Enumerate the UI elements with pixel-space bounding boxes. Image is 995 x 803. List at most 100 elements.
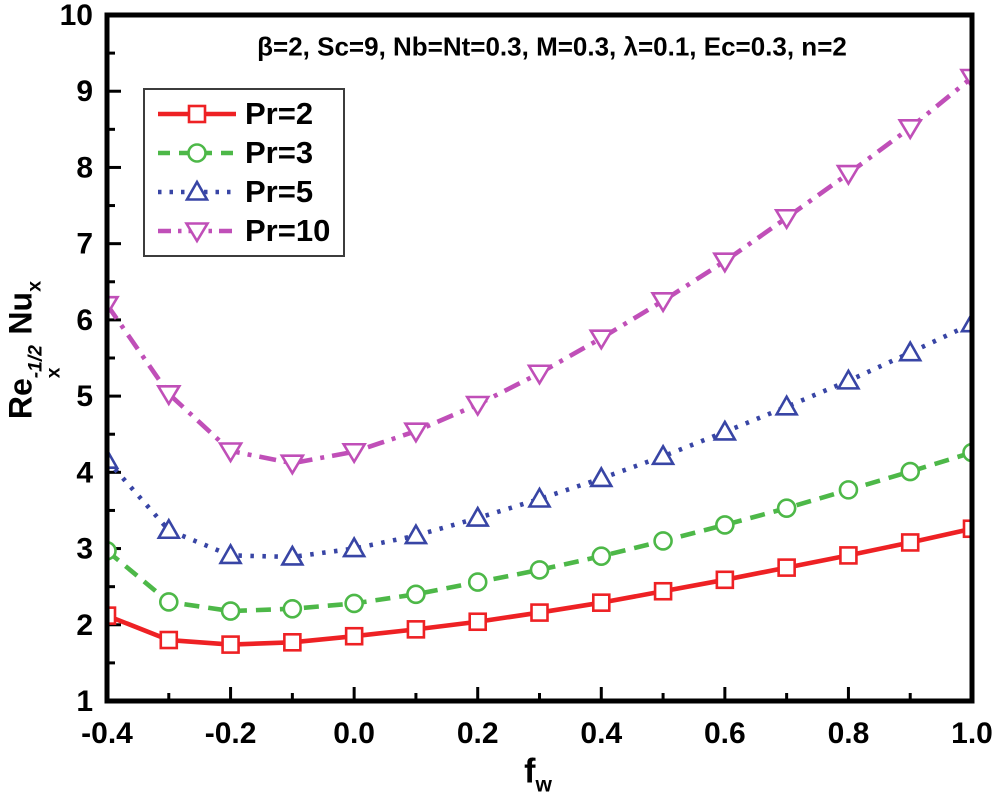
- data-point-marker: [217, 442, 244, 464]
- y-tick-label: 4: [76, 456, 93, 489]
- data-point-marker: [220, 601, 241, 621]
- data-point-marker: [184, 222, 210, 244]
- data-point-marker: [959, 68, 972, 91]
- legend-label: Pr=5: [245, 174, 314, 210]
- legend-label: Pr=2: [245, 95, 314, 131]
- legend-box: Pr=2 Pr=3 Pr=5 Pr=10: [143, 88, 345, 257]
- data-point-marker: [187, 104, 207, 123]
- data-point-marker: [468, 612, 488, 632]
- data-point-marker: [527, 486, 552, 508]
- data-point-marker: [653, 531, 673, 551]
- data-point-marker: [589, 465, 614, 488]
- series-line-Pr-5: [107, 321, 972, 560]
- x-tick-label: -0.4: [81, 717, 133, 750]
- data-point-marker: [712, 419, 738, 441]
- legend-item-Pr-10: Pr=10: [155, 212, 335, 250]
- data-point-marker: [403, 422, 429, 444]
- data-point-marker: [282, 598, 303, 619]
- data-point-marker: [159, 630, 179, 650]
- data-point-marker: [155, 385, 182, 407]
- data-point-marker: [406, 584, 426, 605]
- legend-item-Pr-5: Pr=5: [155, 173, 335, 211]
- data-point-marker: [184, 179, 210, 201]
- y-tick-label: 7: [76, 228, 93, 261]
- plot-frame: [104, 12, 975, 704]
- data-point-marker: [650, 292, 676, 314]
- x-tick-label: 1.0: [951, 717, 993, 750]
- data-point-marker: [107, 606, 117, 625]
- data-point-marker: [279, 454, 306, 476]
- legend-swatch-circle: [158, 143, 236, 163]
- data-point-marker: [465, 505, 490, 527]
- legend-swatch-square: [158, 104, 236, 123]
- data-point-marker: [283, 633, 302, 652]
- y-axis-title: Re -1/2 x Nux: [2, 280, 65, 420]
- data-point-marker: [341, 535, 367, 558]
- data-point-marker: [836, 368, 861, 390]
- y-tick-label: 6: [76, 304, 93, 337]
- y-tick-label: 3: [76, 533, 93, 566]
- series-Pr-5: [107, 311, 972, 566]
- x-tick-label: -0.2: [205, 717, 257, 750]
- data-point-marker: [158, 592, 179, 612]
- data-point-marker: [588, 329, 615, 351]
- data-point-marker: [962, 519, 972, 539]
- y-axis-title-nu: Nu: [2, 291, 39, 335]
- data-point-marker: [344, 593, 364, 614]
- data-point-marker: [341, 442, 367, 465]
- data-point-marker: [221, 635, 240, 654]
- parameter-annotation: β=2, Sc=9, Nb=Nt=0.3, M=0.3, λ=0.1, Ec=0…: [257, 31, 847, 62]
- data-point-marker: [107, 295, 120, 318]
- data-point-marker: [403, 522, 429, 545]
- data-point-marker: [897, 340, 923, 362]
- data-point-marker: [839, 546, 858, 565]
- x-tick-label: 0.8: [828, 717, 870, 750]
- data-point-marker: [156, 517, 182, 540]
- data-point-marker: [715, 570, 735, 590]
- series-Pr-10: [107, 68, 972, 476]
- x-tick-label: 0.6: [704, 717, 746, 750]
- data-point-marker: [467, 572, 488, 592]
- data-point-marker: [591, 546, 612, 566]
- x-tick-label: 0.2: [457, 717, 499, 750]
- data-point-marker: [900, 533, 920, 552]
- series-Pr-2: [107, 519, 972, 654]
- legend-label: Pr=10: [245, 213, 331, 249]
- data-point-marker: [218, 542, 243, 565]
- y-tick-label: 2: [76, 609, 93, 642]
- y-axis-title-base: Re: [2, 378, 39, 420]
- x-axis-title: fw: [524, 752, 552, 797]
- data-point-marker: [530, 603, 549, 622]
- x-tick-label: 0.4: [580, 717, 622, 750]
- data-point-marker: [773, 208, 800, 231]
- y-axis-title-supsub: -1/2 x: [25, 345, 65, 379]
- y-tick-label: 9: [76, 75, 93, 108]
- y-tick-label: 10: [60, 0, 93, 32]
- data-point-marker: [715, 515, 735, 535]
- data-point-marker: [464, 395, 491, 418]
- legend-swatch-triangle-up: [158, 179, 236, 201]
- y-tick-labels: 1 2 3 4 5 6 7 8 9 10: [60, 0, 94, 718]
- data-point-marker: [776, 498, 797, 518]
- legend-swatch-triangle-down: [158, 222, 236, 244]
- data-point-marker: [774, 394, 799, 416]
- data-point-marker: [529, 560, 550, 580]
- x-tick-labels: -0.4 -0.2 0.0 0.2 0.4 0.6 0.8 1.0: [81, 717, 993, 750]
- y-tick-label: 8: [76, 151, 93, 184]
- data-point-marker: [712, 252, 738, 274]
- series-line-Pr-3: [107, 450, 972, 614]
- data-point-marker: [835, 164, 862, 187]
- data-point-marker: [526, 364, 553, 386]
- data-point-marker: [777, 558, 796, 577]
- data-point-marker: [406, 620, 426, 639]
- data-point-marker: [591, 593, 611, 612]
- y-tick-label: 1: [76, 685, 93, 718]
- x-tick-label: 0.0: [333, 717, 375, 750]
- legend-label: Pr=3: [245, 134, 314, 170]
- data-point-marker: [900, 461, 921, 482]
- legend-item-Pr-2: Pr=2: [155, 95, 335, 133]
- data-point-marker: [187, 143, 207, 163]
- data-point-marker: [653, 581, 673, 601]
